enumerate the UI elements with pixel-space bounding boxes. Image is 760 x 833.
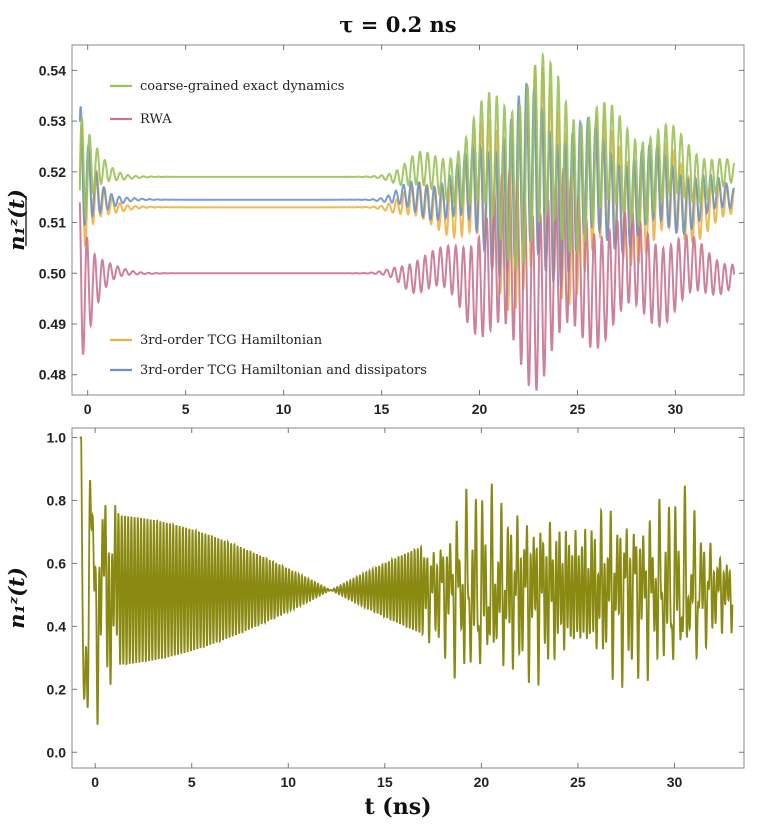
x-tick-label: 25 bbox=[570, 401, 586, 417]
x-tick-label: 0 bbox=[91, 774, 99, 790]
series-line-rwa bbox=[78, 167, 736, 391]
y-tick-label: 0.6 bbox=[47, 555, 67, 571]
x-tick-label: 10 bbox=[276, 401, 292, 417]
top-axis-ticks: 0 5 10 15 20 25 30 0.48 0.49 0.50 0.51 0.52 0.53 0.54 bbox=[39, 45, 744, 417]
bottom-plot-frame bbox=[71, 427, 745, 769]
bottom-series-group bbox=[79, 436, 734, 725]
legend-label-tcg-h: 3rd-order TCG Hamiltonian bbox=[140, 333, 323, 348]
series-line-tcg_hd bbox=[78, 82, 736, 291]
y-tick-label: 0.4 bbox=[47, 618, 67, 634]
top-legend: coarse-grained exact dynamics RWA 3rd-or… bbox=[110, 79, 427, 378]
x-tick-label: 15 bbox=[374, 401, 390, 417]
top-series-group bbox=[78, 51, 736, 391]
y-tick-label: 0.53 bbox=[39, 113, 66, 129]
bottom-y-axis-label: n₁ᶻ(t) bbox=[4, 567, 29, 629]
x-tick-label: 10 bbox=[280, 774, 296, 790]
chart-title: τ = 0.2 ns bbox=[339, 12, 456, 37]
y-tick-label: 0.51 bbox=[39, 215, 66, 231]
series-line-exact bbox=[78, 51, 736, 271]
x-tick-label: 30 bbox=[668, 401, 684, 417]
x-tick-label: 5 bbox=[182, 401, 190, 417]
x-tick-label: 5 bbox=[188, 774, 196, 790]
top-plot-frame bbox=[71, 44, 745, 396]
legend-label-tcg-hd: 3rd-order TCG Hamiltonian and dissipator… bbox=[140, 363, 427, 378]
x-tick-label: 20 bbox=[474, 774, 490, 790]
x-tick-label: 15 bbox=[377, 774, 393, 790]
bottom-axis-ticks: 0 5 10 15 20 25 30 0.0 0.2 0.4 0.6 0.8 1.0 bbox=[47, 428, 744, 790]
y-tick-label: 0.49 bbox=[39, 316, 66, 332]
legend-label-rwa: RWA bbox=[140, 112, 172, 127]
y-tick-label: 0.54 bbox=[39, 62, 66, 78]
y-tick-label: 0.48 bbox=[39, 367, 66, 383]
y-tick-label: 0.0 bbox=[47, 744, 67, 760]
x-tick-label: 20 bbox=[472, 401, 488, 417]
x-tick-label: 30 bbox=[667, 774, 683, 790]
y-tick-label: 0.52 bbox=[39, 164, 66, 180]
top-y-axis-label: n₁ᶻ(t) bbox=[4, 189, 29, 251]
series-line-bottom bbox=[79, 436, 734, 725]
y-tick-label: 0.50 bbox=[39, 265, 66, 281]
x-tick-label: 0 bbox=[84, 401, 92, 417]
y-tick-label: 1.0 bbox=[47, 429, 67, 445]
x-tick-label: 25 bbox=[570, 774, 586, 790]
legend-label-exact: coarse-grained exact dynamics bbox=[140, 79, 344, 94]
y-tick-label: 0.2 bbox=[47, 681, 67, 697]
x-axis-label: t (ns) bbox=[364, 794, 431, 820]
y-tick-label: 0.8 bbox=[47, 492, 67, 508]
